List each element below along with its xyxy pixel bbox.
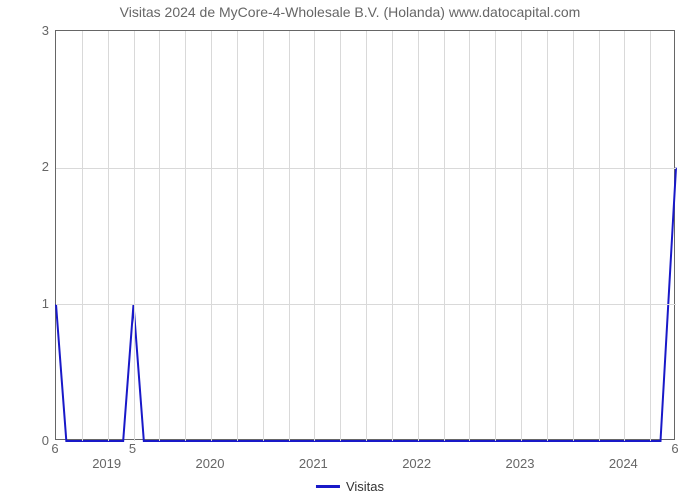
v-gridline <box>366 31 367 441</box>
x-tick-label: 2024 <box>609 456 638 471</box>
y-tick-label: 1 <box>42 296 49 311</box>
v-gridline <box>159 31 160 441</box>
v-gridline <box>314 31 315 441</box>
chart-title: Visitas 2024 de MyCore-4-Wholesale B.V. … <box>0 4 700 20</box>
x-tick-label: 2019 <box>92 456 121 471</box>
v-gridline <box>185 31 186 441</box>
v-gridline <box>82 31 83 441</box>
v-gridline <box>444 31 445 441</box>
v-gridline <box>392 31 393 441</box>
chart-container: { "chart": { "type": "line", "title_text… <box>0 0 700 500</box>
v-gridline <box>263 31 264 441</box>
v-gridline <box>134 31 135 441</box>
v-gridline <box>418 31 419 441</box>
x-tick-label: 2020 <box>196 456 225 471</box>
v-gridline <box>547 31 548 441</box>
v-gridline <box>495 31 496 441</box>
v-gridline <box>624 31 625 441</box>
v-gridline <box>599 31 600 441</box>
legend: Visitas <box>316 479 384 494</box>
v-gridline <box>289 31 290 441</box>
x-tick-label: 2021 <box>299 456 328 471</box>
y-tick-label: 0 <box>42 433 49 448</box>
v-gridline <box>573 31 574 441</box>
x-tick-label: 2022 <box>402 456 431 471</box>
legend-swatch <box>316 485 340 488</box>
secondary-x-label: 6 <box>671 441 678 456</box>
y-tick-label: 3 <box>42 23 49 38</box>
v-gridline <box>521 31 522 441</box>
v-gridline <box>108 31 109 441</box>
plot-area <box>55 30 675 440</box>
y-tick-label: 2 <box>42 159 49 174</box>
v-gridline <box>650 31 651 441</box>
v-gridline <box>340 31 341 441</box>
secondary-x-label: 6 <box>51 441 58 456</box>
secondary-x-label: 5 <box>129 441 136 456</box>
legend-label: Visitas <box>346 479 384 494</box>
v-gridline <box>469 31 470 441</box>
v-gridline <box>211 31 212 441</box>
x-tick-label: 2023 <box>506 456 535 471</box>
v-gridline <box>237 31 238 441</box>
